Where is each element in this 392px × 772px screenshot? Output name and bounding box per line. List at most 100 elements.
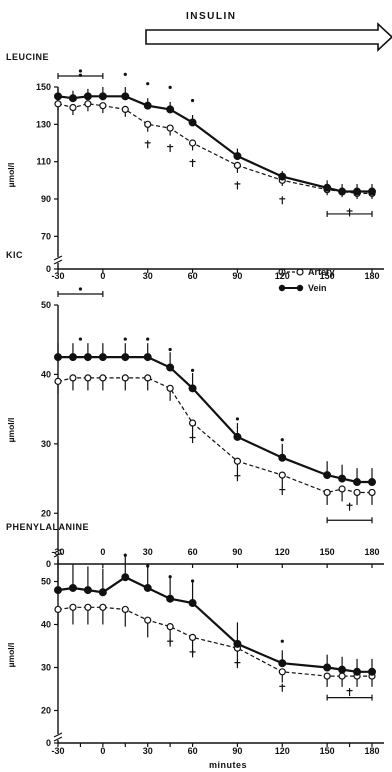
insulin-arrow: INSULIN (145, 11, 392, 52)
axis-break-mark (53, 255, 63, 261)
significance-star (78, 337, 83, 341)
legend-artery-marker-right (296, 268, 304, 276)
data-point-artery (144, 120, 152, 128)
y-axis-label: µmol/l (6, 418, 16, 443)
data-point-artery (368, 488, 376, 497)
significance-star (280, 438, 284, 442)
x-tick-label: 30 (143, 547, 153, 557)
data-point-vein (53, 353, 62, 362)
y-axis-label: µmol/l (6, 643, 16, 668)
x-tick-label: 150 (320, 547, 335, 557)
data-point-vein (188, 598, 197, 607)
data-point-vein (278, 659, 287, 668)
x-tick-label: 30 (143, 746, 153, 756)
data-point-artery (323, 488, 331, 497)
significance-star (146, 564, 150, 568)
panel-title-phenylalanine: PHENYLALANINE (6, 522, 89, 532)
legend-vein-marker-right (296, 284, 304, 292)
data-point-vein (338, 474, 347, 483)
data-point-artery (54, 377, 62, 385)
significance-star (190, 368, 195, 372)
significance-star (78, 69, 83, 73)
x-tick-label: 60 (188, 547, 198, 557)
x-tick-label: 120 (275, 271, 290, 281)
data-point-vein (143, 353, 152, 362)
x-tick-label: -30 (51, 547, 64, 557)
x-tick-label: 90 (232, 271, 242, 281)
significance-star (146, 337, 150, 341)
x-tick-label: 0 (100, 271, 105, 281)
data-point-vein (338, 665, 347, 674)
y-tick-label: 110 (36, 157, 51, 167)
y-tick-label: 20 (41, 706, 51, 716)
axis-break-mark (53, 259, 63, 265)
data-point-vein (353, 187, 362, 196)
data-point-vein (68, 94, 77, 103)
y-tick-label: 30 (41, 663, 51, 673)
legend-vein-marker-left (278, 284, 286, 292)
data-point-artery (323, 672, 331, 680)
y-tick-label: 0 (46, 738, 51, 748)
x-tick-label: 0 (100, 547, 105, 557)
legend: Artery Vein (278, 267, 335, 293)
data-point-artery (166, 124, 174, 132)
series-line-artery (57, 103, 372, 194)
data-point-vein (166, 363, 175, 372)
x-tick-label: 120 (275, 547, 290, 557)
axis-break-mark (53, 548, 63, 554)
significance-star (168, 575, 172, 579)
y-tick-label: 0 (46, 559, 51, 569)
x-tick-label: 60 (188, 271, 198, 281)
x-tick-label: 180 (364, 547, 379, 557)
data-point-artery (166, 384, 174, 392)
data-point-artery (353, 488, 361, 497)
significance-star (123, 337, 127, 341)
x-axis-title: minutes (209, 760, 247, 770)
significance-star (190, 579, 195, 583)
significance-star (123, 72, 127, 76)
data-point-artery (84, 100, 92, 108)
panel-title-leucine: LEUCINE (6, 52, 49, 62)
data-point-vein (68, 583, 77, 592)
data-point-vein (368, 667, 377, 676)
data-point-artery (144, 374, 152, 382)
data-point-vein (121, 353, 130, 362)
y-tick-label: 40 (41, 369, 51, 379)
data-point-artery (99, 374, 107, 382)
arrow-shape (145, 22, 392, 52)
data-point-artery (121, 374, 129, 382)
data-point-vein (143, 101, 152, 110)
legend-vein-label: Vein (308, 283, 327, 293)
y-axis-label: µmol/l (6, 163, 16, 188)
x-tick-label: 30 (143, 271, 153, 281)
data-point-vein (166, 105, 175, 114)
y-tick-label: 40 (41, 620, 51, 630)
y-tick-label: 90 (41, 194, 51, 204)
data-point-artery (188, 633, 197, 642)
data-point-artery (54, 100, 62, 108)
data-point-vein (121, 573, 130, 582)
x-tick-label: -30 (51, 746, 64, 756)
x-tick-label: 90 (232, 547, 242, 557)
data-point-artery (99, 603, 107, 611)
data-point-vein (98, 92, 107, 101)
data-point-vein (353, 667, 362, 676)
data-point-vein (83, 92, 92, 101)
data-point-vein (233, 432, 242, 441)
data-point-vein (143, 583, 152, 592)
data-point-vein (83, 586, 92, 595)
y-tick-label: 30 (41, 439, 51, 449)
data-point-vein (188, 384, 197, 393)
x-tick-label: 90 (232, 746, 242, 756)
data-point-artery (99, 102, 107, 110)
data-point-vein (368, 187, 377, 196)
legend-artery-label: Artery (308, 267, 335, 277)
data-point-artery (121, 605, 129, 614)
significance-star (280, 639, 284, 643)
data-point-artery (69, 603, 77, 611)
data-point-vein (278, 453, 287, 462)
x-tick-label: 180 (364, 746, 379, 756)
